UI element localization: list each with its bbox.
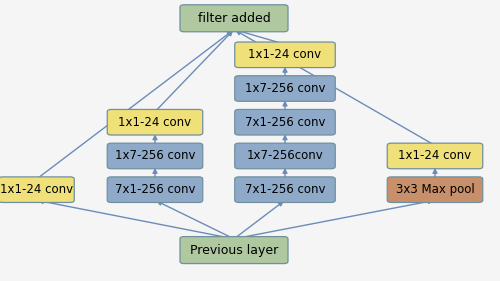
Text: 1x1-24 conv: 1x1-24 conv [248, 48, 322, 61]
Text: 1x7-256conv: 1x7-256conv [246, 149, 324, 162]
FancyArrowPatch shape [283, 102, 287, 110]
FancyArrowPatch shape [236, 31, 434, 145]
Text: 1x7-256 conv: 1x7-256 conv [245, 82, 325, 95]
FancyBboxPatch shape [235, 42, 335, 67]
FancyBboxPatch shape [107, 177, 203, 202]
Text: filter added: filter added [198, 12, 270, 25]
Text: 1x7-256 conv: 1x7-256 conv [115, 149, 195, 162]
FancyBboxPatch shape [180, 237, 288, 264]
Text: 7x1-256 conv: 7x1-256 conv [245, 116, 325, 129]
FancyArrowPatch shape [237, 30, 284, 44]
FancyBboxPatch shape [107, 143, 203, 169]
FancyArrowPatch shape [153, 169, 157, 178]
FancyArrowPatch shape [38, 31, 232, 178]
Text: 7x1-256 conv: 7x1-256 conv [115, 183, 195, 196]
FancyBboxPatch shape [387, 143, 483, 169]
FancyArrowPatch shape [433, 169, 437, 178]
FancyArrowPatch shape [153, 136, 157, 144]
FancyBboxPatch shape [0, 177, 74, 202]
FancyArrowPatch shape [40, 200, 232, 239]
FancyArrowPatch shape [283, 136, 287, 144]
Text: 1x1-24 conv: 1x1-24 conv [0, 183, 73, 196]
Text: 3x3 Max pool: 3x3 Max pool [396, 183, 474, 196]
Text: 1x1-24 conv: 1x1-24 conv [398, 149, 471, 162]
FancyArrowPatch shape [156, 32, 232, 111]
FancyBboxPatch shape [235, 110, 335, 135]
FancyBboxPatch shape [235, 177, 335, 202]
Text: Previous layer: Previous layer [190, 244, 278, 257]
FancyArrowPatch shape [283, 169, 287, 178]
FancyArrowPatch shape [283, 68, 287, 77]
FancyBboxPatch shape [235, 143, 335, 169]
FancyArrowPatch shape [235, 202, 282, 238]
Text: 7x1-256 conv: 7x1-256 conv [245, 183, 325, 196]
Text: 1x1-24 conv: 1x1-24 conv [118, 116, 192, 129]
FancyBboxPatch shape [180, 5, 288, 32]
FancyBboxPatch shape [235, 76, 335, 101]
FancyArrowPatch shape [158, 201, 233, 238]
FancyBboxPatch shape [387, 177, 483, 202]
FancyArrowPatch shape [236, 200, 432, 239]
FancyBboxPatch shape [107, 110, 203, 135]
